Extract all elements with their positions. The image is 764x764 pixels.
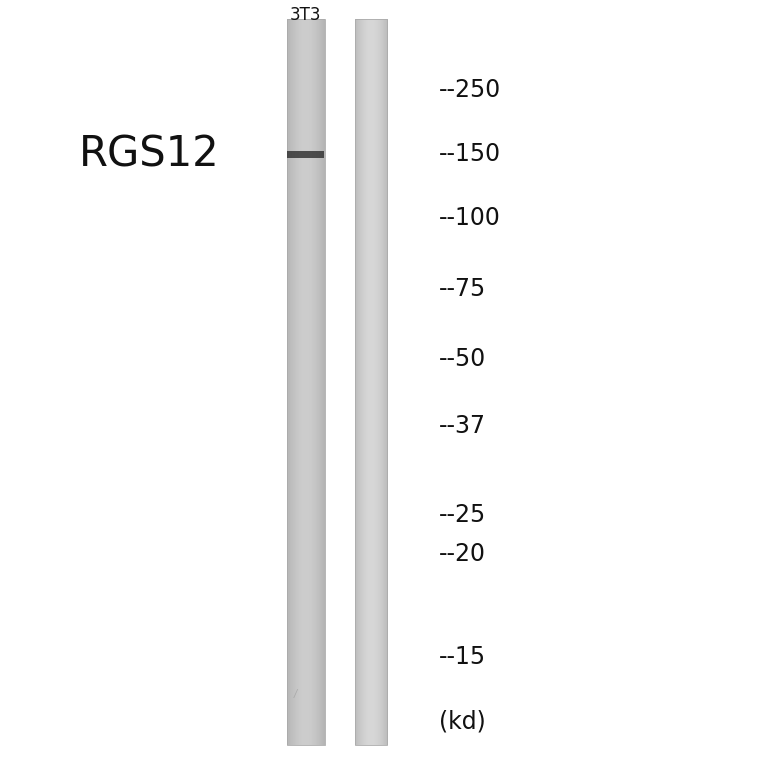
Bar — [313, 19, 315, 745]
Bar — [324, 19, 325, 745]
Bar — [310, 19, 311, 745]
Bar — [287, 151, 324, 158]
Bar — [307, 19, 308, 745]
Bar — [289, 19, 290, 745]
Bar — [298, 19, 299, 745]
Bar — [291, 19, 292, 745]
Bar — [289, 19, 290, 745]
Bar — [288, 19, 289, 745]
Text: --25: --25 — [439, 503, 487, 527]
Bar — [306, 19, 307, 745]
Bar — [299, 19, 300, 745]
Bar — [319, 19, 321, 745]
Text: --100: --100 — [439, 206, 501, 230]
Bar — [302, 19, 303, 745]
Bar — [297, 19, 298, 745]
Text: 3T3: 3T3 — [290, 6, 322, 24]
Text: --20: --20 — [439, 542, 487, 566]
Bar — [298, 19, 299, 745]
Bar — [311, 19, 312, 745]
Bar — [295, 19, 296, 745]
Text: --75: --75 — [439, 277, 487, 301]
Bar — [310, 19, 312, 745]
Bar — [287, 19, 288, 745]
Bar — [309, 19, 310, 745]
Bar — [301, 19, 302, 745]
Bar — [322, 19, 323, 745]
Bar — [321, 19, 322, 745]
Bar — [305, 19, 306, 745]
Bar — [288, 19, 289, 745]
Bar — [323, 19, 324, 745]
Bar — [308, 19, 309, 745]
Text: (kd): (kd) — [439, 710, 486, 733]
Bar — [293, 19, 294, 745]
Bar — [293, 19, 294, 745]
Bar — [302, 19, 303, 745]
Bar — [286, 19, 325, 745]
Bar — [309, 19, 310, 745]
Text: /: / — [294, 689, 297, 699]
Bar — [304, 19, 306, 745]
Bar — [286, 19, 287, 745]
Text: RGS12: RGS12 — [79, 134, 219, 175]
Bar — [313, 19, 314, 745]
Text: --37: --37 — [439, 414, 487, 439]
Bar — [318, 19, 319, 745]
Bar — [304, 19, 305, 745]
Bar — [322, 19, 323, 745]
Bar — [294, 19, 295, 745]
Bar — [316, 19, 317, 745]
Bar — [355, 19, 387, 745]
Bar — [317, 19, 318, 745]
Bar — [290, 19, 292, 745]
Bar — [318, 19, 319, 745]
Bar — [322, 19, 324, 745]
Bar — [292, 19, 293, 745]
Bar — [317, 19, 318, 745]
Bar — [315, 19, 316, 745]
Bar — [324, 19, 325, 745]
Bar — [320, 19, 321, 745]
Bar — [307, 19, 309, 745]
Text: --150: --150 — [439, 142, 501, 167]
Bar — [301, 19, 302, 745]
Bar — [295, 19, 296, 745]
Bar — [315, 19, 316, 745]
Bar — [298, 19, 299, 745]
Bar — [287, 19, 288, 745]
Bar — [314, 19, 315, 745]
Bar — [289, 19, 290, 745]
Bar — [303, 19, 304, 745]
Text: --250: --250 — [439, 78, 501, 102]
Bar — [290, 19, 291, 745]
Bar — [293, 19, 295, 745]
Bar — [292, 19, 293, 745]
Bar — [299, 19, 301, 745]
Bar — [296, 19, 297, 745]
Bar — [307, 19, 308, 745]
Bar — [319, 19, 320, 745]
Text: --15: --15 — [439, 645, 487, 669]
Bar — [316, 19, 317, 745]
Bar — [312, 19, 313, 745]
Bar — [306, 19, 307, 745]
Bar — [300, 19, 301, 745]
Bar — [321, 19, 322, 745]
Bar — [313, 19, 314, 745]
Bar — [297, 19, 298, 745]
Text: --50: --50 — [439, 347, 487, 371]
Bar — [296, 19, 297, 745]
Bar — [318, 19, 319, 745]
Bar — [312, 19, 313, 745]
Bar — [303, 19, 304, 745]
